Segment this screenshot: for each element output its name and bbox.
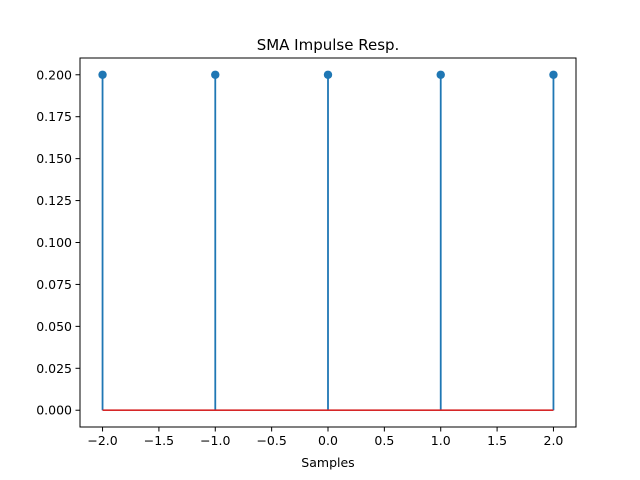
x-tick-label: 0.5 [374,433,394,448]
y-tick-label: 0.175 [36,109,72,124]
y-tick-label: 0.050 [36,319,72,334]
y-tick-label: 0.025 [36,361,72,376]
x-tick-label: −2.0 [87,433,117,448]
chart-title: SMA Impulse Resp. [257,36,400,54]
x-tick-label: −0.5 [256,433,286,448]
y-tick-label: 0.075 [36,277,72,292]
y-tick-label: 0.000 [36,403,72,418]
x-tick-label: 2.0 [544,433,564,448]
y-tick-label: 0.150 [36,151,72,166]
x-tick-label: −1.0 [200,433,230,448]
stem-marker [98,70,107,79]
y-tick-label: 0.100 [36,235,72,250]
x-axis: −2.0 −1.5 −1.0 −0.5 0.0 0.5 1.0 1.5 2.0 [87,427,563,448]
x-axis-label: Samples [301,455,354,470]
y-tick-label: 0.125 [36,193,72,208]
stem-marker [549,70,558,79]
stem-marker [211,70,220,79]
x-tick-label: 1.0 [431,433,451,448]
y-tick-label: 0.200 [36,67,72,82]
stem-marker [436,70,445,79]
y-axis: 0.000 0.025 0.050 0.075 0.100 0.125 0.150 0.175… [36,67,80,418]
x-tick-label: 0.0 [318,433,338,448]
x-tick-label: 1.5 [487,433,507,448]
stem-series [98,70,558,412]
stem-marker [323,70,333,79]
x-tick-label: −1.5 [144,433,174,448]
